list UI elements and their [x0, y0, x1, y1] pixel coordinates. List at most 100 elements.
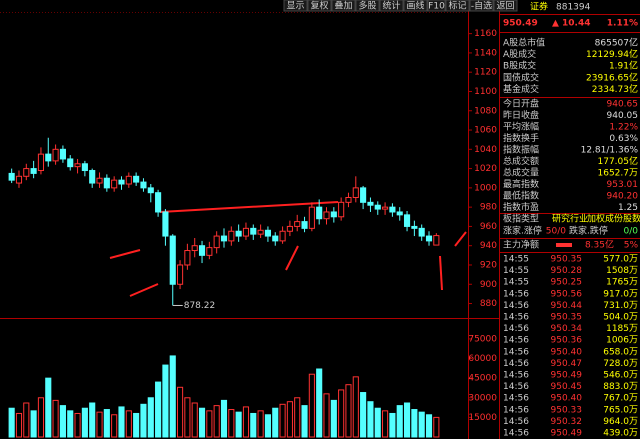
toolbar-button[interactable]: [307, 0, 332, 12]
toolbar-button[interactable]: [403, 0, 428, 12]
trade-time: 14:56: [503, 324, 529, 334]
trade-price: 950.32: [551, 417, 583, 427]
low-label: 878.22: [184, 301, 216, 311]
volume-bar: [103, 409, 110, 438]
candle-body: [30, 168, 37, 174]
trade-volume: 1508万: [606, 266, 638, 276]
candle-body: [308, 206, 315, 229]
volume-bar: [250, 412, 257, 438]
candle-body: [184, 250, 191, 266]
volume-bar: [242, 406, 250, 438]
candle-body: [133, 175, 140, 183]
trade-time: 14:55: [503, 255, 529, 265]
candle-body: [330, 211, 337, 218]
down-label: 跌家.跌停: [569, 225, 608, 237]
trade-price: 950.47: [551, 359, 583, 369]
trade-volume: 1765万: [606, 278, 638, 288]
y-tick-label: 1160: [474, 29, 497, 39]
trade-time: 14:56: [503, 405, 529, 415]
vol-tick-label: 45000: [468, 374, 497, 384]
index-label: 最低指数: [503, 190, 539, 202]
trade-volume: 883.0万: [603, 382, 638, 392]
candle-body: [81, 163, 88, 172]
volume-bar: [111, 414, 118, 438]
index-label: 总成交额: [503, 155, 539, 167]
trade-price: 950.44: [551, 301, 583, 311]
toolbar-button[interactable]: [331, 0, 356, 12]
trade-volume: 658.0万: [603, 347, 638, 357]
volume-bar: [316, 368, 323, 438]
volume-bar: [272, 407, 279, 438]
quote-change: 10.44: [562, 19, 590, 29]
candle-body: [59, 148, 66, 160]
volume-bar: [301, 405, 308, 438]
board-item[interactable]: 研究行业: [552, 213, 588, 225]
trade-volume: 1185万: [606, 324, 638, 334]
trade-price: 950.28: [551, 266, 583, 276]
trade-price: 950.45: [551, 382, 583, 392]
volume-bar: [382, 410, 389, 438]
y-tick-label: 900: [480, 280, 497, 290]
candle-body: [169, 235, 176, 285]
toolbar-button[interactable]: [493, 0, 518, 12]
toolbar-button[interactable]: [445, 0, 470, 12]
trade-price: 950.25: [551, 278, 583, 288]
board-item[interactable]: 成份股数: [605, 213, 640, 225]
volume-bar: [74, 412, 81, 438]
flow-pct: 5%: [624, 241, 639, 251]
volume-bar: [294, 397, 301, 438]
volume-bar: [433, 416, 440, 438]
toolbar-button[interactable]: [427, 0, 446, 12]
candle-body: [338, 201, 345, 218]
trade-volume: 577.0万: [603, 255, 638, 265]
candle-body: [74, 163, 81, 168]
candle-body: [242, 227, 250, 237]
toolbar-button[interactable]: [379, 0, 404, 12]
index-label: 最高指数: [503, 178, 539, 190]
volume-bar: [308, 373, 315, 438]
y-tick-label: 1080: [474, 106, 497, 116]
down-value: 0/0: [624, 227, 639, 237]
quote-code: 881394: [556, 3, 591, 13]
toolbar-button[interactable]: [283, 0, 308, 12]
volume-bar: [155, 381, 162, 438]
candle-body: [418, 227, 425, 237]
index-value: 1652.7万: [598, 169, 639, 179]
candle-body: [250, 227, 257, 235]
index-label: 平均涨幅: [503, 121, 539, 133]
volume-bar: [338, 389, 345, 438]
candle-body: [367, 201, 374, 206]
index-value: 940.05: [607, 111, 639, 121]
board-label: 板指类型: [503, 213, 539, 225]
volume-bar: [352, 376, 359, 438]
y-tick-label: 1000: [474, 183, 497, 193]
trade-price: 950.33: [551, 405, 583, 415]
board-item[interactable]: 加权: [587, 213, 605, 225]
arrow: [454, 231, 467, 247]
toolbar-button[interactable]: [469, 0, 494, 12]
quote-pct: 1.11%: [607, 19, 638, 29]
candle-body: [403, 214, 411, 227]
index-label: 昨日收盘: [503, 109, 539, 121]
index-value: 940.65: [607, 100, 639, 110]
trade-volume: 504.0万: [603, 313, 638, 323]
trade-price: 950.35: [551, 313, 583, 323]
candle-body: [220, 235, 228, 242]
candle-body: [396, 211, 403, 216]
toolbar-button[interactable]: [355, 0, 380, 12]
volume-bar: [345, 384, 352, 438]
candle-body: [96, 177, 103, 184]
trade-volume: 917.0万: [603, 289, 638, 299]
trade-time: 14:56: [503, 417, 529, 427]
index-label: 总成交量: [503, 167, 539, 179]
index-value: 177.05亿: [598, 155, 639, 167]
candle-body: [125, 175, 132, 185]
volume-bar: [37, 397, 45, 438]
stat-value: 2334.73亿: [592, 83, 638, 95]
trade-volume: 765.0万: [603, 405, 638, 415]
y-tick-label: 1140: [474, 48, 497, 58]
trade-time: 14:56: [503, 371, 529, 381]
trade-price: 950.34: [551, 324, 583, 334]
volume-bar: [257, 410, 264, 438]
volume-bar: [8, 407, 15, 438]
